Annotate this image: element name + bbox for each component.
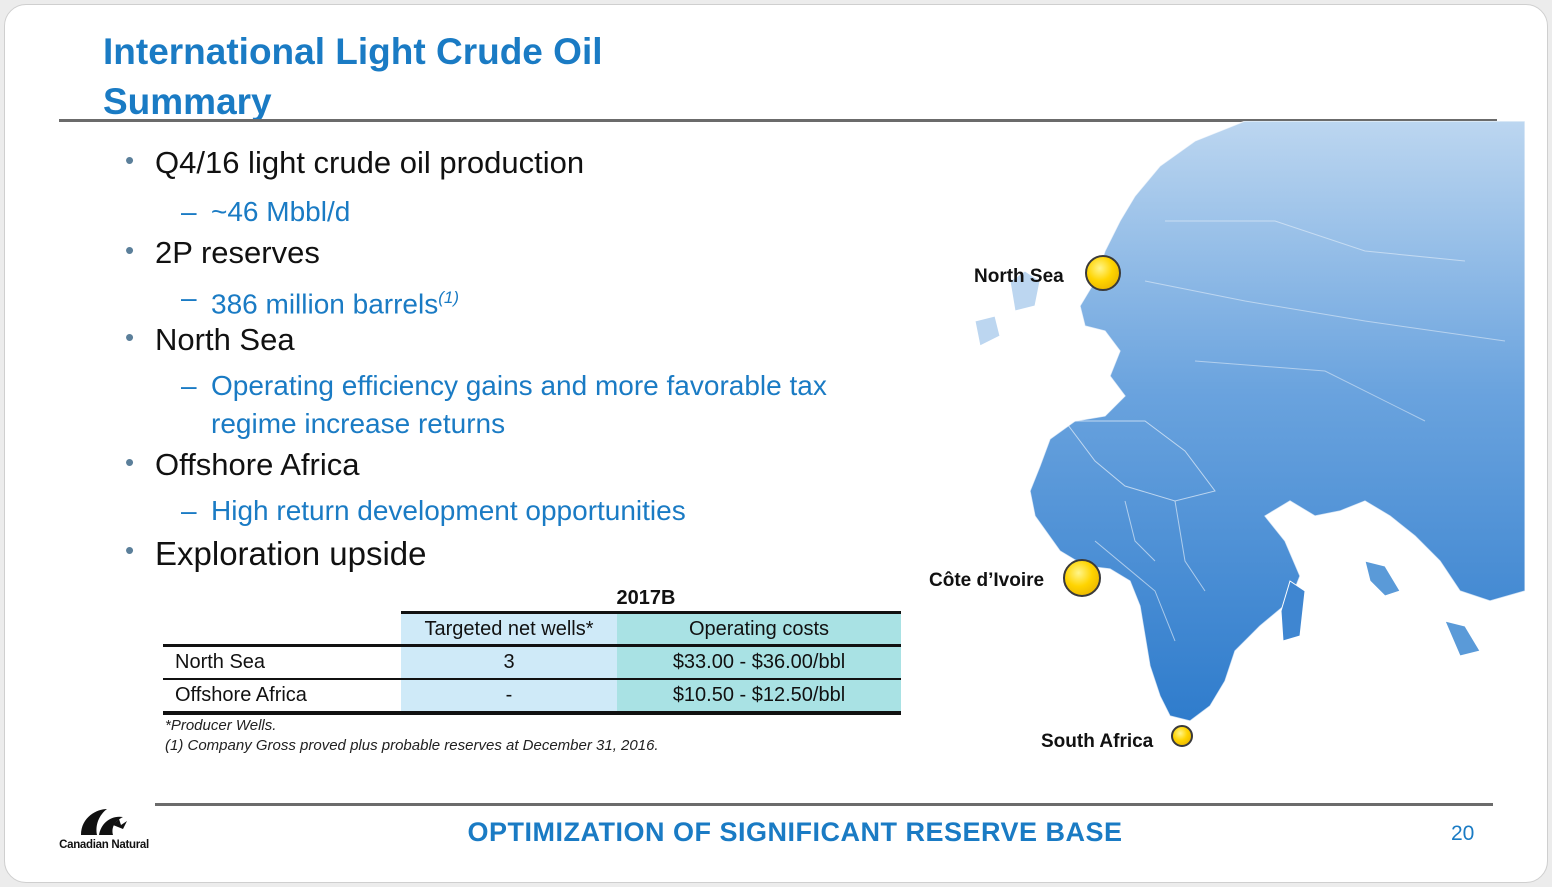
row-wells: - xyxy=(401,678,617,715)
title-line-2: Summary xyxy=(103,81,272,122)
page-number: 20 xyxy=(1451,822,1475,845)
table-group-header: 2017B xyxy=(616,587,676,609)
table-header-row: Targeted net wells* Operating costs xyxy=(163,611,901,646)
bullet-label: Exploration upside xyxy=(155,535,427,572)
bullet-dot-icon: • xyxy=(125,235,135,265)
row-label: North Sea xyxy=(163,644,401,679)
cote-divoire-pin-icon xyxy=(1063,559,1101,597)
slide: International Light Crude Oil Summary • … xyxy=(4,4,1548,883)
dash-icon: – xyxy=(181,370,197,401)
north-sea-pin-icon xyxy=(1085,255,1121,291)
sub-bullet-label: Operating efficiency gains and more favo… xyxy=(211,370,827,401)
bullet-label: Offshore Africa xyxy=(155,447,360,482)
south-africa-pin-icon xyxy=(1171,725,1193,747)
footer-divider xyxy=(155,803,1493,806)
map-illustration xyxy=(974,120,1526,722)
sub-bullet-label: High return development opportunities xyxy=(211,495,686,526)
sub-bullet-label: regime increase returns xyxy=(211,408,506,439)
sub-bullet-label: ~46 Mbbl/d xyxy=(211,196,351,227)
row-wells: 3 xyxy=(401,644,617,679)
landmass xyxy=(974,120,1526,722)
map-label-south-africa: South Africa xyxy=(1041,731,1154,752)
footnote-producer-wells: *Producer Wells. xyxy=(165,717,277,734)
logo-text: Canadian Natural xyxy=(59,839,149,851)
header-cell-empty xyxy=(163,612,401,646)
footnote-reserves: (1) Company Gross proved plus probable r… xyxy=(165,737,659,754)
row-label: Offshore Africa xyxy=(163,678,401,715)
bullet-dot-icon: • xyxy=(125,535,135,565)
bullet-label: North Sea xyxy=(155,322,295,357)
dash-icon: – xyxy=(181,196,197,227)
bullet-dot-icon: • xyxy=(125,145,135,175)
row-costs: $33.00 - $36.00/bbl xyxy=(617,644,901,679)
bullet-label: 2P reserves xyxy=(155,235,320,270)
reserves-value: 386 million barrels xyxy=(211,288,439,320)
footer-tagline: OPTIMIZATION OF SIGNIFICANT RESERVE BASE xyxy=(467,817,1123,847)
header-targeted-wells: Targeted net wells* xyxy=(401,611,617,646)
row-costs: $10.50 - $12.50/bbl xyxy=(617,678,901,715)
world-map: North Sea Côte d’Ivoire South Africa xyxy=(929,120,1526,761)
bullet-label: Q4/16 light crude oil production xyxy=(155,145,585,180)
company-logo: Canadian Natural xyxy=(49,805,159,855)
dash-icon: – xyxy=(181,282,197,313)
header-operating-costs: Operating costs xyxy=(617,611,901,646)
title-line-1: International Light Crude Oil xyxy=(103,31,603,72)
table-row: Offshore Africa - $10.50 - $12.50/bbl xyxy=(163,678,901,715)
map-label-cote-divoire: Côte d’Ivoire xyxy=(929,570,1045,591)
title-divider xyxy=(59,119,1497,122)
map-label-north-sea: North Sea xyxy=(974,266,1064,287)
page-title: International Light Crude Oil Summary xyxy=(103,27,903,127)
bullet-dot-icon: • xyxy=(125,447,135,477)
logo-icon xyxy=(81,809,127,835)
sub-bullet-label: 386 million barrels(1) xyxy=(211,279,459,323)
dash-icon: – xyxy=(181,495,197,526)
bullet-dot-icon: • xyxy=(125,322,135,352)
operations-table: Targeted net wells* Operating costs Nort… xyxy=(163,611,901,715)
table-row: North Sea 3 $33.00 - $36.00/bbl xyxy=(163,644,901,679)
footnote-marker: (1) xyxy=(438,288,459,307)
